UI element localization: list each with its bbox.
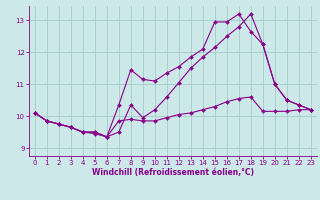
X-axis label: Windchill (Refroidissement éolien,°C): Windchill (Refroidissement éolien,°C) <box>92 168 254 177</box>
